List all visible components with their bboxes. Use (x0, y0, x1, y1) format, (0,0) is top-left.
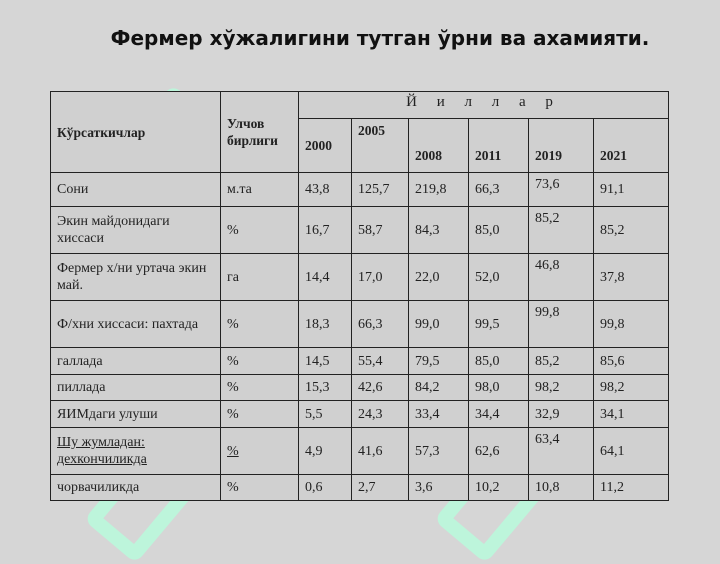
cell-value: 15,3 (298, 374, 352, 401)
table-row: Экин майдонидаги хиссаси% 16,7 58,7 84,3 85,… (50, 206, 669, 254)
header-year: 2008 (408, 118, 469, 173)
row-label: Шу жумладан: дехкончиликда (50, 427, 221, 475)
row-label: ЯИМдаги улуши (50, 400, 221, 428)
cell-value: 46,8 (528, 253, 594, 301)
cell-value: 42,6 (351, 374, 409, 401)
row-label: Экин майдонидаги хиссаси (50, 206, 221, 254)
cell-value: 58,7 (351, 206, 409, 254)
row-unit: % (220, 400, 299, 428)
cell-value: 17,0 (351, 253, 409, 301)
header-year: 2019 (528, 118, 594, 173)
cell-value: 73,6 (528, 172, 594, 207)
row-unit: % (220, 474, 299, 501)
header-year: 2011 (468, 118, 529, 173)
cell-value: 64,1 (593, 427, 669, 475)
cell-value: 66,3 (351, 300, 409, 348)
row-unit: % (220, 206, 299, 254)
table-row: Ф/хни хиссаси: пахтада% 18,3 66,3 99,0 99,5 9… (50, 300, 669, 348)
cell-value: 85,6 (593, 347, 669, 375)
cell-value: 98,0 (468, 374, 529, 401)
cell-value: 85,2 (528, 347, 594, 375)
slide-title: Фермер хўжалигини тутган ўрни ва ахамият… (110, 26, 650, 50)
cell-value: 0,6 (298, 474, 352, 501)
row-label: Сони (50, 172, 221, 207)
cell-value: 16,7 (298, 206, 352, 254)
cell-value: 62,6 (468, 427, 529, 475)
cell-value: 99,8 (593, 300, 669, 348)
cell-value: 43,8 (298, 172, 352, 207)
cell-value: 91,1 (593, 172, 669, 207)
table-row: чорвачиликда% 0,6 2,7 3,6 10,2 10,8 11,2 (50, 474, 669, 501)
cell-value: 41,6 (351, 427, 409, 475)
farm-statistics-table: Кўрсаткичлар Улчов бирлиги Й и л л а р 2… (50, 91, 669, 501)
cell-value: 5,5 (298, 400, 352, 428)
cell-value: 24,3 (351, 400, 409, 428)
cell-value: 85,2 (528, 206, 594, 254)
cell-value: 85,0 (468, 206, 529, 254)
cell-value: 99,5 (468, 300, 529, 348)
header-years: Й и л л а р (298, 91, 669, 119)
cell-value: 99,8 (528, 300, 594, 348)
cell-value: 34,4 (468, 400, 529, 428)
cell-value: 52,0 (468, 253, 529, 301)
cell-value: 85,0 (468, 347, 529, 375)
table-row: ЯИМдаги улуши% 5,5 24,3 33,4 34,4 32,9 34,1 (50, 400, 669, 428)
row-unit: % (220, 300, 299, 348)
row-unit: га (220, 253, 299, 301)
row-label: чорвачиликда (50, 474, 221, 501)
cell-value: 14,5 (298, 347, 352, 375)
row-unit: % (220, 427, 299, 475)
cell-value: 11,2 (593, 474, 669, 501)
row-label: Фермер х/ни уртача экин май. (50, 253, 221, 301)
cell-value: 219,8 (408, 172, 469, 207)
table-row: Шу жумладан: дехкончиликда% 4,9 41,6 57,3 62… (50, 427, 669, 475)
cell-value: 84,3 (408, 206, 469, 254)
cell-value: 66,3 (468, 172, 529, 207)
row-unit: % (220, 374, 299, 401)
cell-value: 79,5 (408, 347, 469, 375)
cell-value: 63,4 (528, 427, 594, 475)
table-row: Сони м.та 43,8 125,7 219,8 66,3 73,6 91,1 (50, 172, 669, 207)
row-label: галлада (50, 347, 221, 375)
cell-value: 18,3 (298, 300, 352, 348)
cell-value: 14,4 (298, 253, 352, 301)
table-row: пиллада% 15,3 42,6 84,2 98,0 98,2 98,2 (50, 374, 669, 401)
cell-value: 33,4 (408, 400, 469, 428)
cell-value: 37,8 (593, 253, 669, 301)
header-indicator: Кўрсаткичлар (50, 91, 221, 173)
cell-value: 3,6 (408, 474, 469, 501)
row-label: Ф/хни хиссаси: пахтада (50, 300, 221, 348)
header-year: 2021 (593, 118, 669, 173)
table-row: галлада% 14,5 55,4 79,5 85,0 85,2 85,6 (50, 347, 669, 375)
header-unit: Улчов бирлиги (220, 91, 299, 173)
cell-value: 4,9 (298, 427, 352, 475)
cell-value: 2,7 (351, 474, 409, 501)
cell-value: 10,8 (528, 474, 594, 501)
cell-value: 55,4 (351, 347, 409, 375)
row-unit: м.та (220, 172, 299, 207)
cell-value: 22,0 (408, 253, 469, 301)
cell-value: 98,2 (528, 374, 594, 401)
table-row: Фермер х/ни уртача экин май. га 14,4 17,0 22… (50, 253, 669, 301)
cell-value: 57,3 (408, 427, 469, 475)
cell-value: 10,2 (468, 474, 529, 501)
cell-value: 99,0 (408, 300, 469, 348)
row-unit: % (220, 347, 299, 375)
cell-value: 98,2 (593, 374, 669, 401)
cell-value: 34,1 (593, 400, 669, 428)
cell-value: 84,2 (408, 374, 469, 401)
cell-value: 125,7 (351, 172, 409, 207)
row-label: пиллада (50, 374, 221, 401)
header-year: 2000 (298, 118, 352, 173)
header-year: 2005 (351, 118, 409, 173)
cell-value: 32,9 (528, 400, 594, 428)
cell-value: 85,2 (593, 206, 669, 254)
